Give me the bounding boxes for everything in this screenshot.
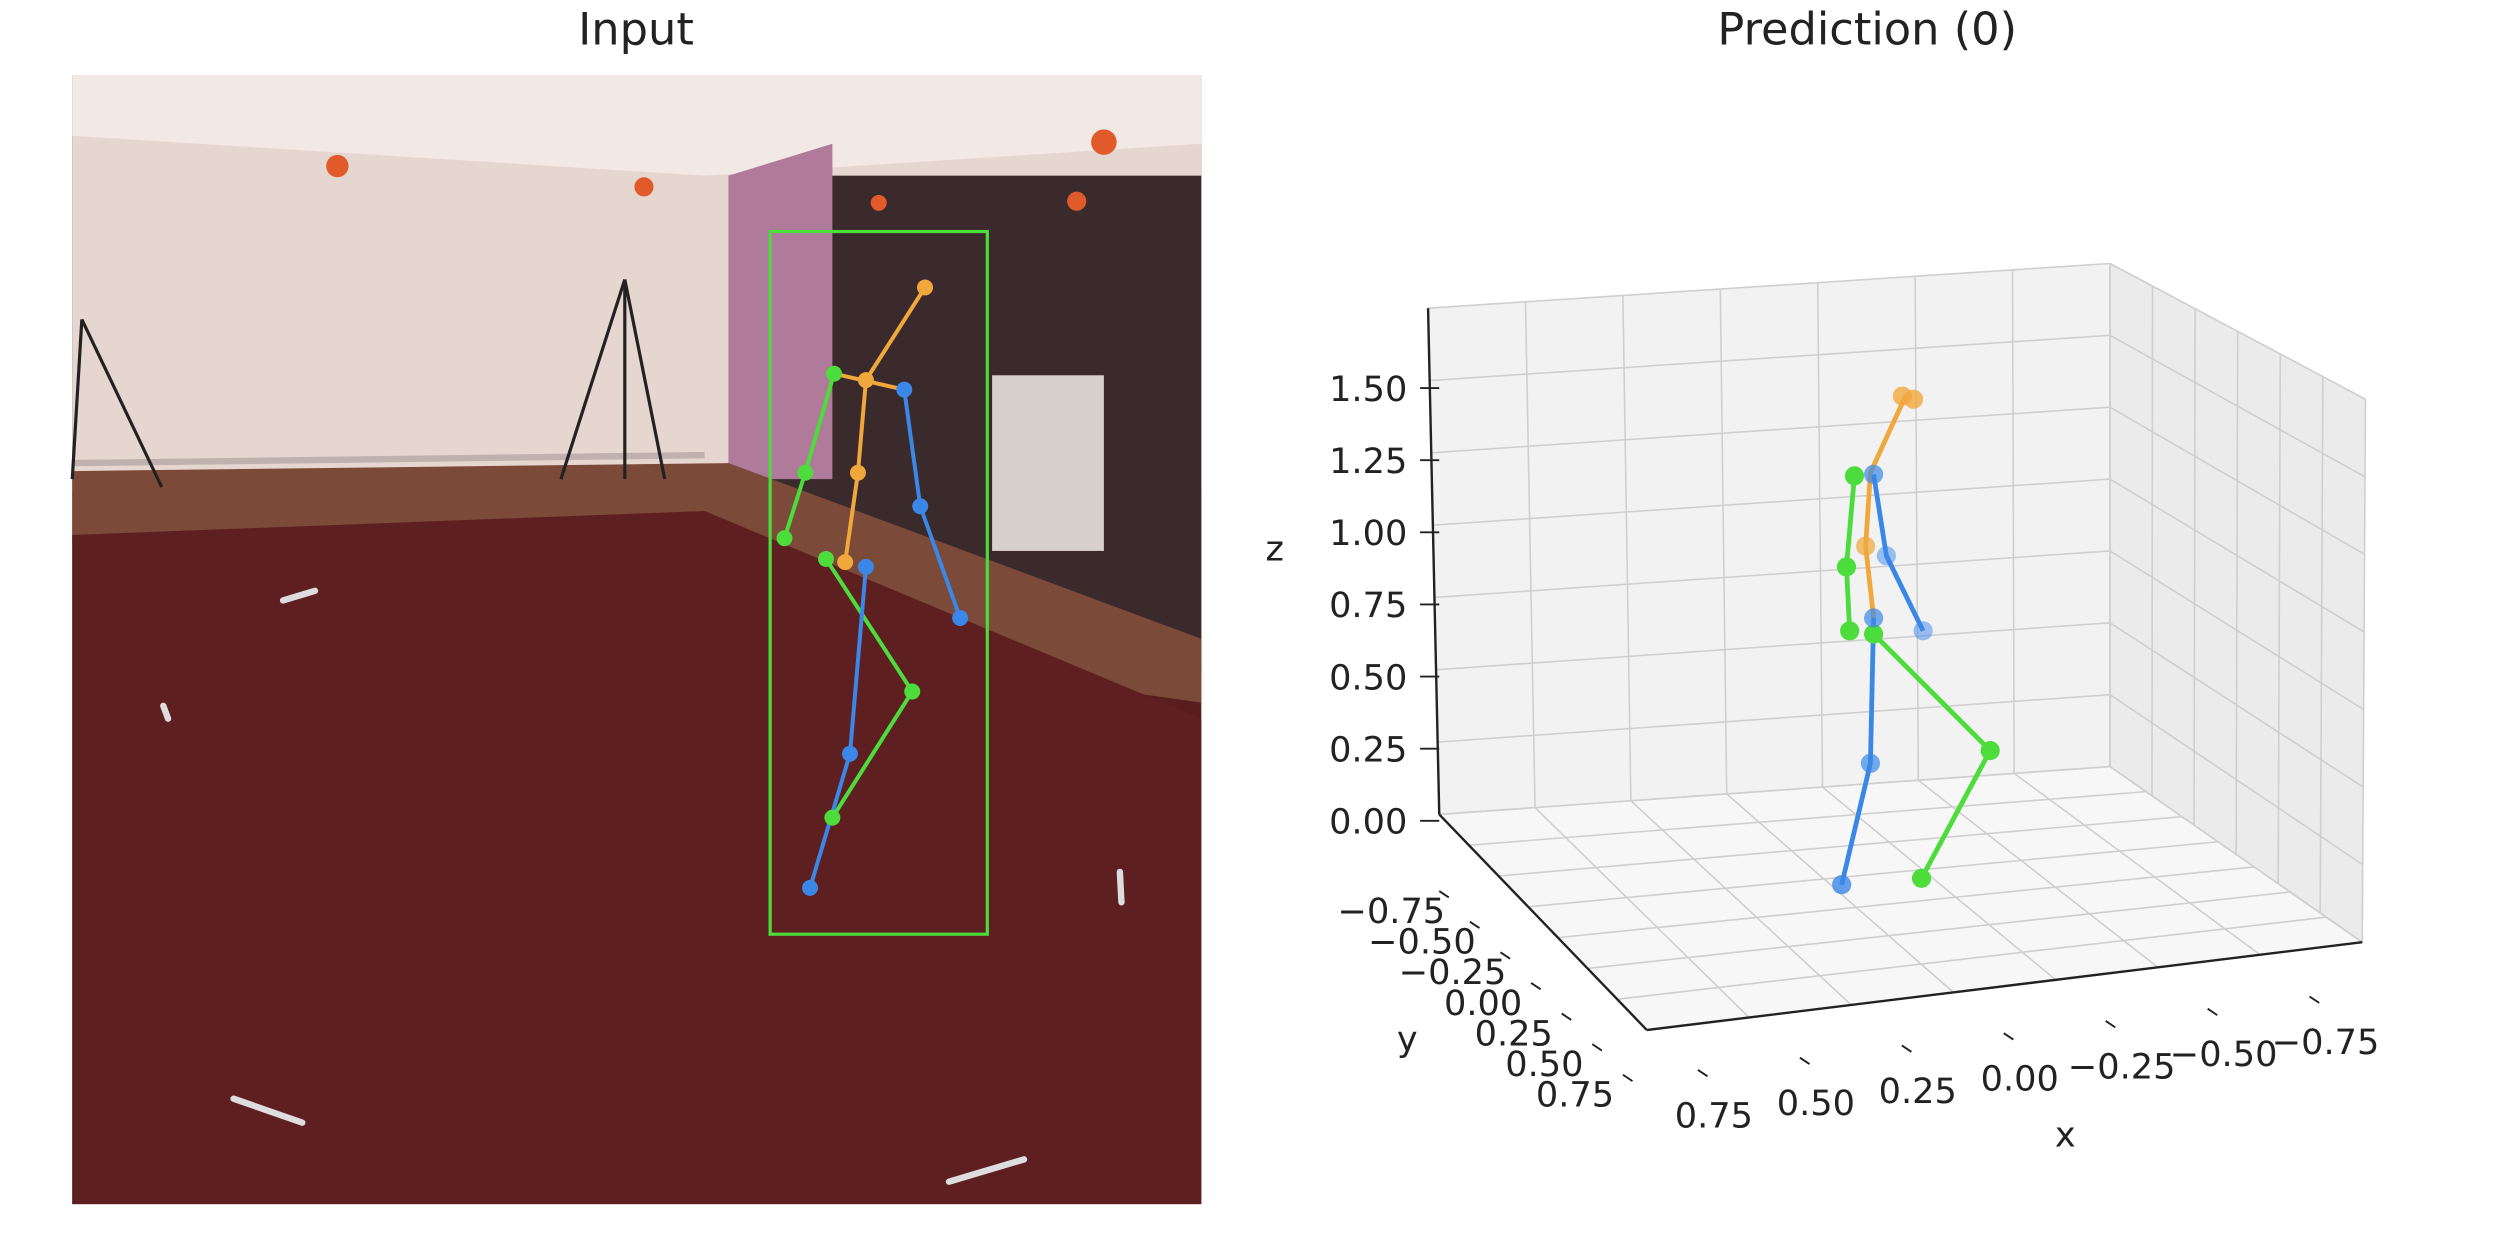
y-tick-label: 0.00 (1444, 983, 1522, 1024)
axis-label: y (1397, 1019, 1418, 1060)
axis-line (1646, 941, 2363, 1032)
x-tick-label: 0.00 (1981, 1059, 2059, 1100)
z-tick-label: 0.00 (1329, 802, 1407, 843)
x-tick-mark (2207, 1007, 2218, 1016)
z-tick-label: 0.25 (1329, 729, 1407, 770)
pane-grid (2319, 376, 2324, 913)
x-tick-mark (1799, 1056, 1811, 1065)
pane-grid (2109, 334, 2366, 478)
pane-grid (1468, 790, 2147, 847)
pane-grid (2151, 286, 2154, 796)
y-tick-mark (1530, 982, 1542, 991)
z-tick-label: 1.00 (1329, 513, 1407, 554)
x-tick-label: 0.75 (1675, 1095, 1753, 1136)
pane-grid (2109, 550, 2365, 711)
pane-grid (1816, 282, 1824, 788)
axis-line (1438, 813, 1648, 1031)
pane-grid (1437, 693, 2111, 743)
pane-grid (2277, 353, 2282, 884)
x-tick-mark (2003, 1032, 2014, 1041)
y-tick-mark (1622, 1073, 1634, 1082)
pane-grid (1587, 891, 2291, 970)
axis-line (1426, 308, 1441, 815)
pane-grid (1528, 841, 2219, 908)
panel-title: Input (578, 3, 694, 56)
pane-grid (1719, 289, 1728, 794)
y-tick-mark (1591, 1043, 1603, 1052)
x-tick-label: −0.25 (2068, 1046, 2176, 1087)
pane-grid (1630, 800, 1852, 1006)
axis-label: z (1266, 529, 1284, 570)
pane-grid (1914, 276, 1920, 781)
pane-grid (1617, 916, 2327, 1001)
z-tick-label: 1.50 (1329, 369, 1407, 410)
z-tick-label: 0.50 (1329, 657, 1407, 698)
pane-grid (1498, 815, 2183, 877)
y-tick-mark (1499, 951, 1511, 960)
y-tick-label: 0.50 (1505, 1044, 1583, 1085)
panel-title: Prediction (0) (1717, 3, 2017, 56)
z-tick-label: 0.75 (1329, 585, 1407, 626)
pane-grid (1439, 765, 2111, 816)
skeleton-3d (1832, 386, 2000, 895)
pane-grid (1431, 406, 2111, 454)
pane-grid (2109, 478, 2365, 633)
x-tick-mark (2105, 1020, 2116, 1029)
pane-grid (1534, 807, 1750, 1019)
y-tick-label: −0.25 (1399, 952, 1507, 993)
pane-grid (1428, 262, 2111, 310)
pane-grid (2109, 622, 2364, 788)
x-tick-label: 0.50 (1777, 1083, 1855, 1124)
pane-grid (2011, 269, 2015, 774)
pane-grid (2013, 772, 2261, 956)
x-tick-label: 0.25 (1879, 1071, 1957, 1112)
y-tick-mark (1561, 1012, 1572, 1021)
pane-grid (1435, 622, 2111, 671)
x-tick-label: −0.50 (2170, 1034, 2278, 1075)
pane-grid (2109, 694, 2364, 866)
pane-grid (1429, 334, 2111, 382)
input-image (70, 75, 1202, 1205)
pane-grid (2193, 308, 2196, 826)
x-tick-mark (1901, 1044, 1912, 1053)
pane-grid (1822, 786, 2057, 981)
y-tick-mark (1438, 890, 1450, 899)
z-tick-label: 1.25 (1329, 441, 1407, 482)
pane-grid (2361, 399, 2367, 943)
x-tick-label: −0.75 (2272, 1022, 2380, 1063)
pane-grid (1434, 550, 2111, 599)
y-tick-label: 0.75 (1536, 1075, 1614, 1116)
x-tick-mark (2309, 995, 2320, 1004)
axis-label: x (2055, 1115, 2076, 1156)
axes-3d (1426, 262, 2367, 1032)
pane-grid (1432, 478, 2111, 526)
pane-grid (2109, 765, 2363, 943)
pane-grid (2235, 331, 2239, 855)
pane-grid (2109, 406, 2365, 556)
pane-grid (2109, 262, 2366, 400)
x-tick-mark (1697, 1069, 1709, 1078)
pane-grid (1524, 301, 1536, 808)
y-tick-label: −0.50 (1368, 922, 1476, 963)
y-tick-mark (1469, 920, 1480, 929)
y-tick-label: 0.25 (1475, 1013, 1553, 1054)
pane-grid (1622, 295, 1632, 801)
pane-grid (1557, 866, 2255, 939)
y-tick-label: −0.75 (1338, 891, 1446, 932)
